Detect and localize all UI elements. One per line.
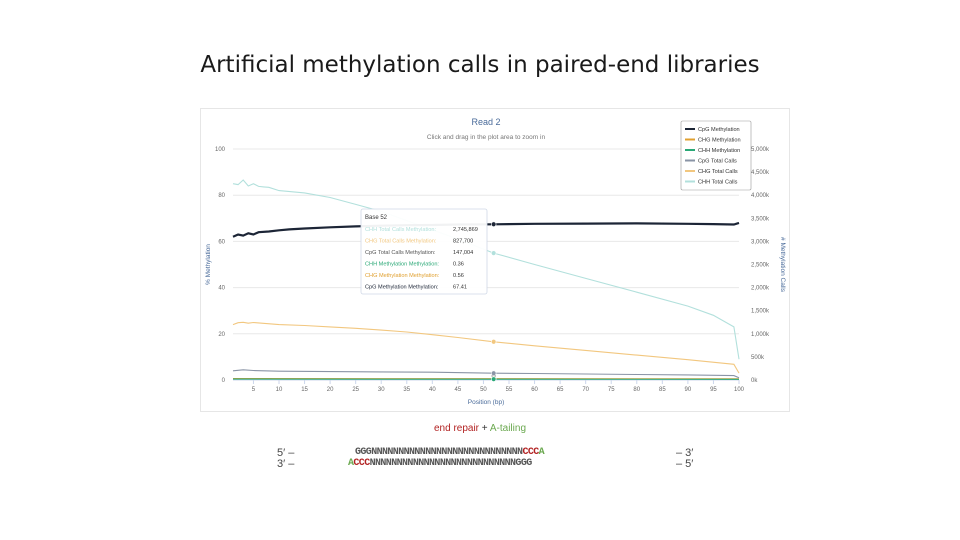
x-tick-label: 85 [659,387,666,393]
y-right-tick-label: 2,000k [751,286,770,292]
legend-item[interactable]: CHH Total Calls [698,180,738,186]
chart-tooltip [360,208,488,295]
methylation-chart[interactable]: Read 2 Click and drag in the plot area to… [200,108,790,412]
diagram-caption: end repair + A-tailing [0,423,960,434]
x-axis-title: Position (bp) [468,399,505,406]
x-tick-label: 95 [710,387,717,393]
tooltip-header: Base 52 [365,215,388,221]
legend-item[interactable]: CHG Total Calls [698,169,738,175]
y-right-tick-label: 500k [751,355,765,361]
x-tick-label: 50 [480,387,487,393]
y-left-tick-label: 60 [218,239,225,245]
bottom-seq-a-overhang: A [348,458,354,469]
x-tick-label: 100 [734,387,745,393]
hover-point-marker [490,250,497,256]
y-right-tick-label: 4,000k [751,193,770,199]
bottom-strand-sequence: ACCCNNNNNNNNNNNNNNNNNNNNNNNNNNNGGG [348,458,532,469]
tooltip-row-value: 0.56 [453,273,464,279]
caption-end-repair: end repair [433,423,480,434]
x-tick-label: 55 [506,387,513,393]
legend-item[interactable]: CpG Total Calls [698,159,737,165]
y-right-tick-label: 5,000k [751,147,770,153]
hover-point-marker [490,376,497,382]
tooltip-row-label: CpG Methylation Methylation: [365,285,439,291]
x-tick-label: 35 [403,387,410,393]
top-seq-a-overhang: A [538,447,545,458]
y-left-tick-label: 0 [222,378,226,384]
top-strand-sequence: GGGNNNNNNNNNNNNNNNNNNNNNNNNNNNNCCCA [355,447,545,458]
x-tick-label: 65 [557,387,564,393]
caption-plus: + [481,423,488,434]
x-tick-label: 5 [252,387,256,393]
tooltip-row-value: 0.36 [453,262,464,268]
hover-point-marker [490,370,497,376]
bottom-seq-ccc: CCC [353,458,370,469]
y-left-tick-label: 20 [218,332,225,338]
chg-total-calls-line [232,321,740,374]
slide-title: Artificial methylation calls in paired-e… [200,52,760,78]
chh-total-calls-line [232,179,740,360]
chart-canvas[interactable]: Read 2 Click and drag in the plot area to… [201,109,789,411]
y-right-tick-label: 2,500k [751,263,770,269]
bottom-strand-5prime-label: – 5′ [676,458,694,470]
x-tick-label: 60 [531,387,538,393]
x-tick-label: 15 [301,387,308,393]
cpg-total-calls-line [232,369,740,379]
top-seq-core: GGGNNNNNNNNNNNNNNNNNNNNNNNNNNNN [355,447,523,458]
x-tick-label: 90 [685,387,692,393]
tooltip-row-value: 2,745,869 [453,227,478,233]
bottom-strand-3prime-label: 3′ – [277,458,295,470]
caption-a-tailing: A-tailing [489,423,527,434]
chart-title: Read 2 [471,117,500,127]
tooltip-row-value: 827,700 [453,239,473,245]
hover-point-marker [490,339,497,345]
y-right-tick-label: 1,000k [751,332,770,338]
legend-item[interactable]: CHG Methylation [698,138,741,144]
x-tick-label: 20 [327,387,334,393]
x-tick-label: 70 [582,387,589,393]
y-right-tick-label: 3,000k [751,239,770,245]
tooltip-row-label: CHH Total Calls Methylation: [365,227,437,233]
tooltip-row-value: 67.41 [453,285,467,291]
y-left-axis-title: % Methylation [205,244,212,285]
top-seq-ccc: CCC [522,447,539,458]
top-strand-3prime-label: – 3′ [676,447,694,459]
hover-point-marker [490,221,497,227]
x-tick-label: 10 [276,387,283,393]
y-right-tick-label: 0k [751,378,758,384]
y-left-tick-label: 100 [215,147,226,153]
y-right-tick-label: 1,500k [751,309,770,315]
top-strand-5prime-label: 5′ – [277,447,295,459]
x-tick-label: 75 [608,387,615,393]
tooltip-row-label: CpG Total Calls Methylation: [365,250,436,256]
tooltip-row-value: 147,004 [453,250,473,256]
tooltip-row-label: CHG Methylation Methylation: [365,273,440,279]
legend-item[interactable]: CHH Methylation [698,148,740,154]
bottom-seq-core: NNNNNNNNNNNNNNNNNNNNNNNNNNNGGG [369,458,533,469]
x-tick-label: 45 [455,387,462,393]
y-right-tick-label: 4,500k [751,170,770,176]
y-right-tick-label: 3,500k [751,216,770,222]
x-tick-label: 25 [352,387,359,393]
tooltip-row-label: CHH Methylation Methylation: [365,262,439,268]
chart-legend [680,120,752,191]
chart-subtitle: Click and drag in the plot area to zoom … [427,134,546,141]
tooltip-row-label: CHG Total Calls Methylation: [365,239,437,245]
x-tick-label: 80 [633,387,640,393]
y-left-tick-label: 40 [218,286,225,292]
legend-item[interactable]: CpG Methylation [698,127,740,133]
y-left-tick-label: 80 [218,193,225,199]
x-tick-label: 40 [429,387,436,393]
y-right-axis-title: # Methylation Calls [779,237,786,293]
x-tick-label: 30 [378,387,385,393]
